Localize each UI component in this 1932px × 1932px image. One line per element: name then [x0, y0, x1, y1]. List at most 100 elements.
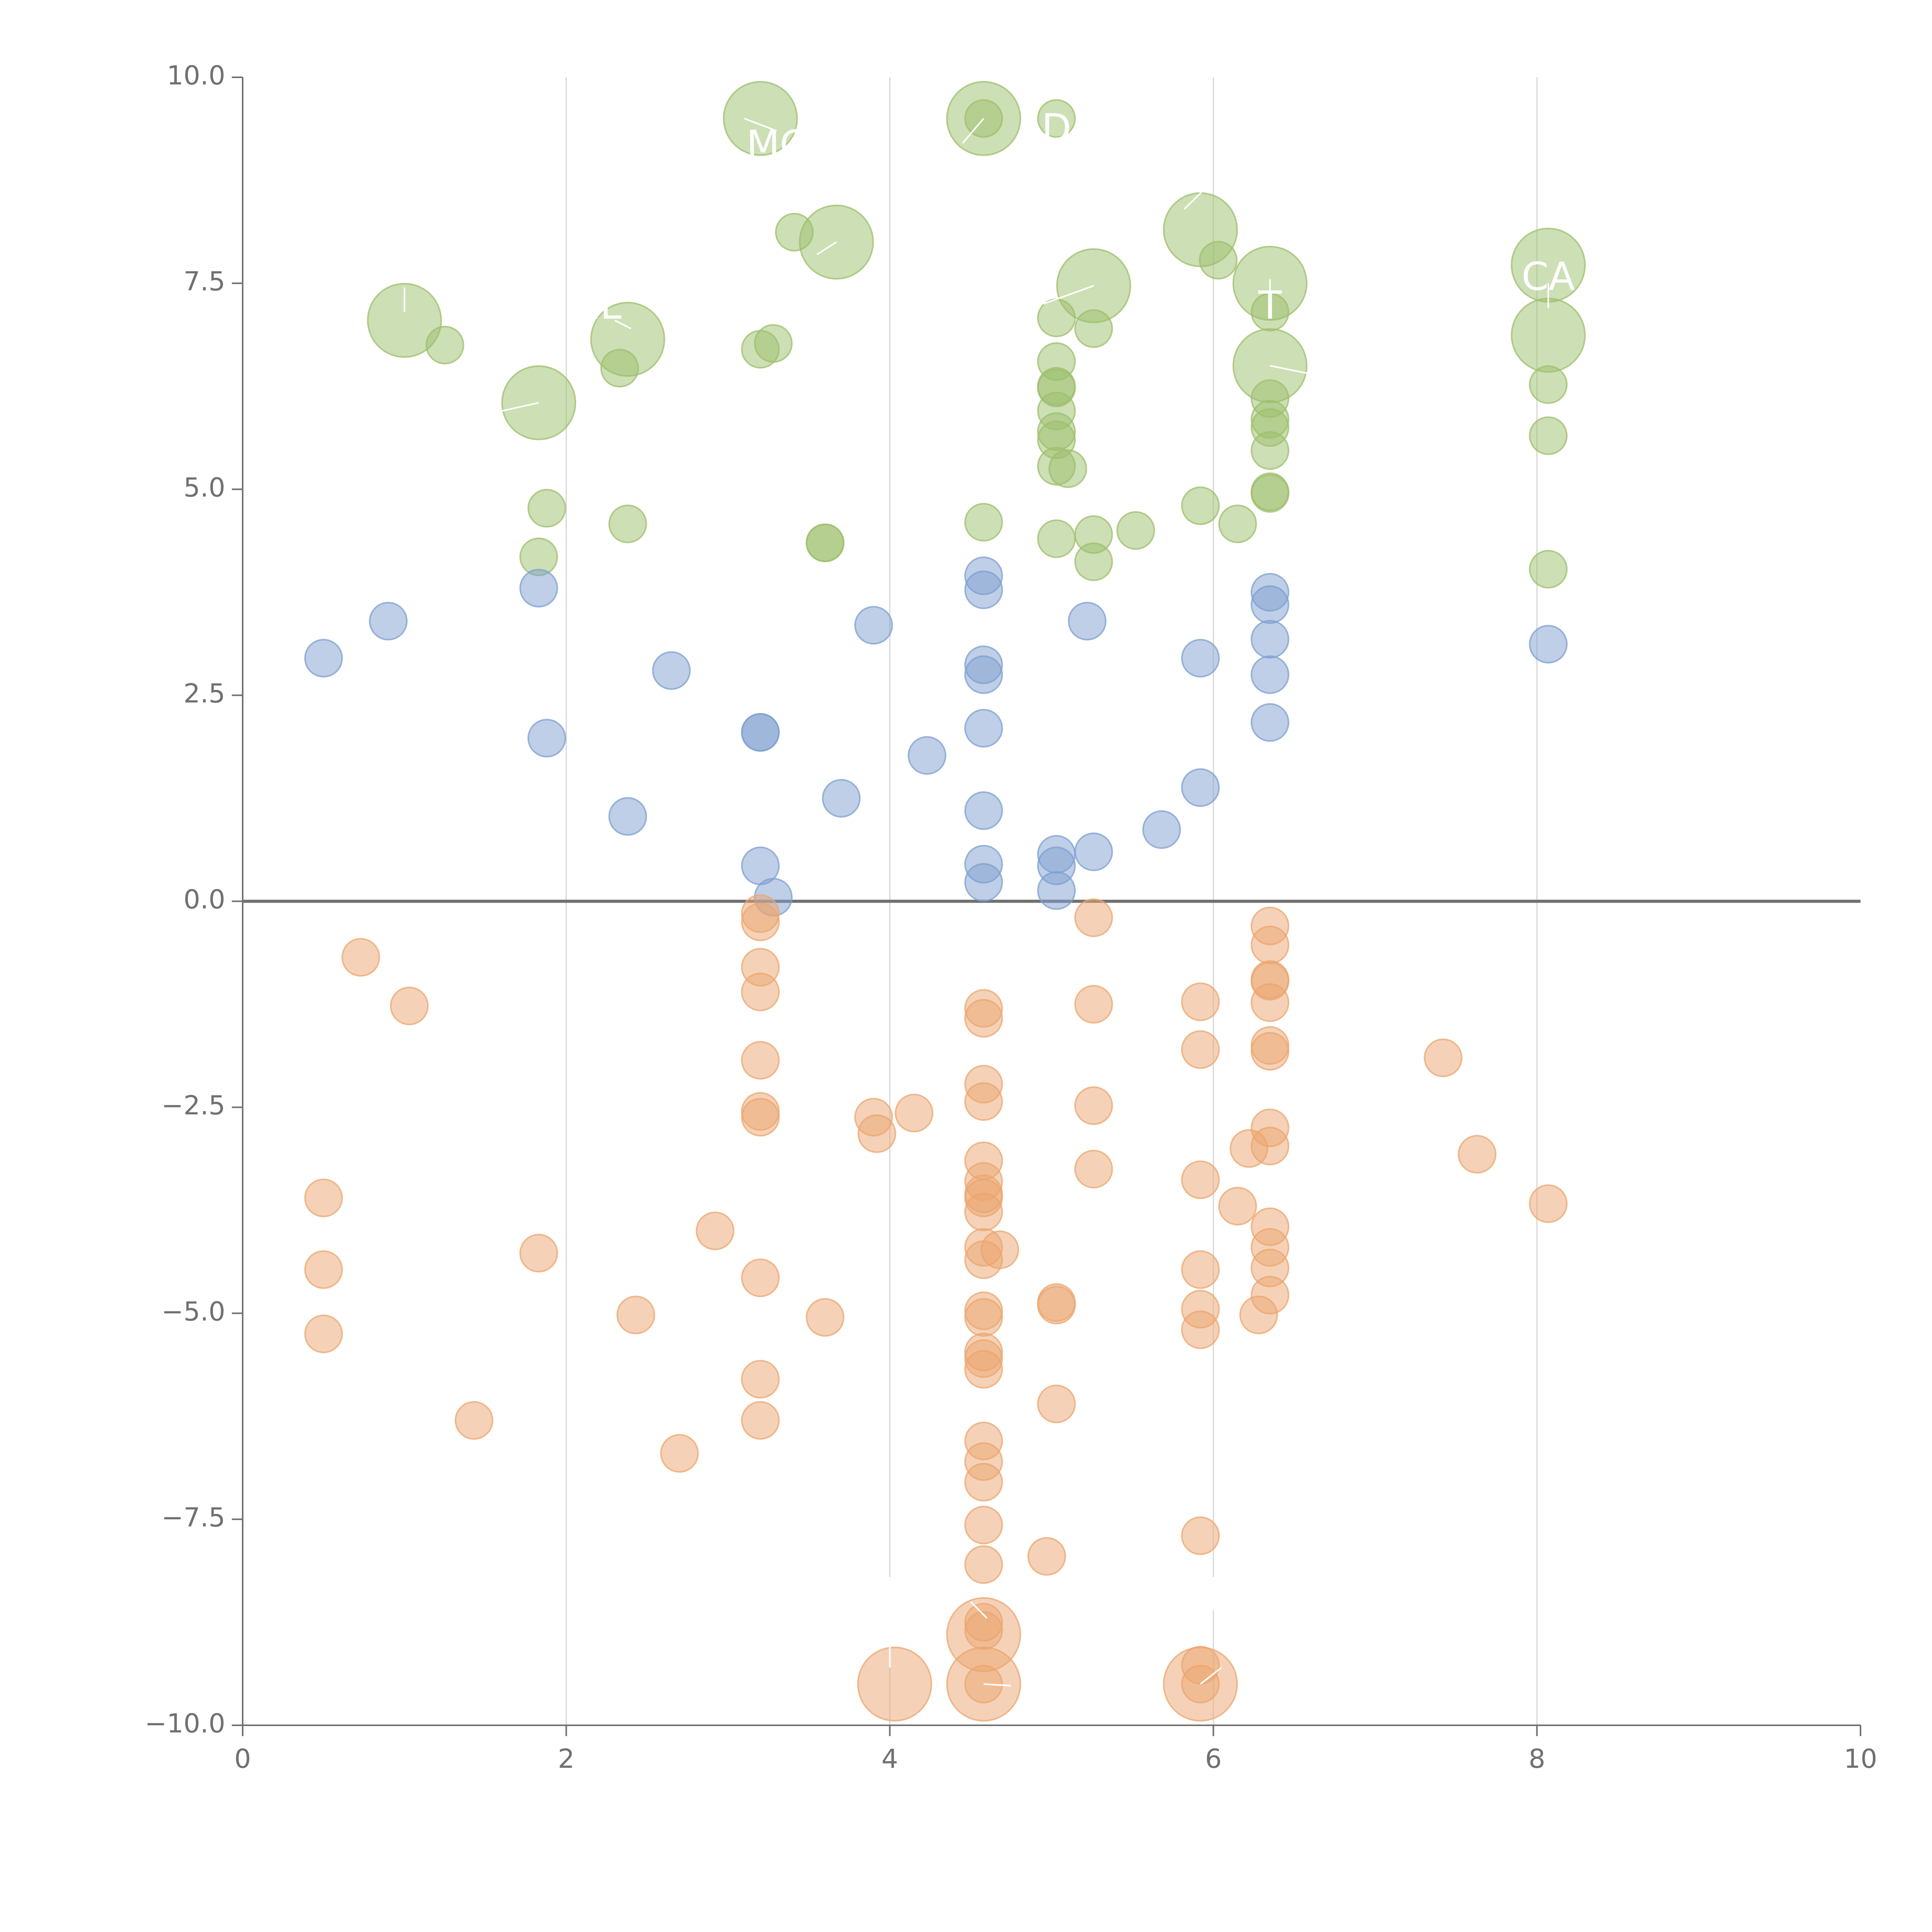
data-point	[304, 1179, 343, 1218]
annotation-leader-line	[816, 241, 837, 255]
data-point	[1037, 1286, 1076, 1325]
data-point	[1181, 982, 1220, 1021]
data-point	[1250, 925, 1289, 964]
annotation-leader-line	[1184, 188, 1206, 210]
x-tick-label: 6	[1205, 1744, 1222, 1774]
data-point	[908, 736, 947, 775]
y-tick-label: −5.0	[162, 1296, 225, 1327]
data-point	[1529, 625, 1568, 664]
data-point	[964, 999, 1003, 1038]
data-point	[304, 1250, 343, 1289]
data-point	[964, 570, 1003, 609]
data-point	[854, 606, 893, 645]
data-point	[1529, 365, 1568, 404]
data-point	[1181, 1310, 1220, 1349]
y-tick-label: −10.0	[145, 1709, 225, 1739]
x-tick-label: 8	[1529, 1744, 1545, 1774]
x-tick-label: 0	[234, 1744, 251, 1774]
y-tick-label: 0.0	[184, 884, 225, 915]
data-point	[341, 938, 380, 977]
data-point	[1218, 504, 1257, 543]
data-point	[1074, 832, 1113, 871]
data-point	[527, 719, 566, 758]
data-point	[964, 1350, 1003, 1389]
data-point	[857, 1114, 896, 1153]
annotation-leader-line	[614, 320, 631, 330]
data-point	[741, 973, 780, 1012]
data-point	[1510, 298, 1586, 373]
data-point	[964, 1545, 1003, 1584]
data-point	[980, 1230, 1019, 1269]
annotation-leader-line	[970, 1601, 988, 1619]
data-point	[806, 523, 845, 562]
annotation-label: T	[1258, 282, 1282, 328]
data-point	[1458, 1135, 1497, 1174]
data-point	[390, 986, 429, 1026]
data-point	[608, 797, 647, 836]
data-point	[304, 639, 343, 678]
data-point	[1529, 416, 1568, 455]
data-point	[1423, 1038, 1463, 1077]
annotation-leader-line	[962, 118, 985, 144]
data-point	[1250, 431, 1289, 470]
y-tick-label: −2.5	[162, 1090, 225, 1121]
data-point	[964, 1298, 1003, 1337]
annotation-leader-line	[501, 402, 539, 412]
data-point	[1074, 1150, 1113, 1189]
data-point	[741, 1098, 780, 1137]
data-point	[1116, 511, 1155, 550]
y-tick-label: 2.5	[184, 679, 225, 709]
data-point	[1074, 309, 1113, 348]
y-tick-label: 7.5	[184, 267, 225, 297]
data-point	[895, 1094, 934, 1133]
data-point	[964, 1463, 1003, 1502]
data-point	[964, 1082, 1003, 1121]
data-point	[1218, 1187, 1257, 1226]
data-point	[1250, 1032, 1289, 1071]
data-point	[1199, 241, 1238, 280]
data-point	[1250, 1276, 1289, 1315]
data-point	[964, 1505, 1003, 1544]
data-point	[1250, 1126, 1289, 1165]
data-point	[1037, 871, 1076, 910]
x-tick-label: 4	[881, 1744, 898, 1774]
annotation-leader-line	[1043, 285, 1094, 305]
annotation-layer: MC D CA EL T	[403, 105, 1575, 1687]
data-point	[1037, 1384, 1076, 1423]
data-point	[754, 324, 793, 363]
data-point	[964, 1192, 1003, 1231]
y-tick-label: 10.0	[167, 61, 225, 91]
data-point	[964, 503, 1003, 542]
data-point	[519, 569, 558, 608]
data-point	[1250, 655, 1289, 694]
annotation-leader-line	[983, 1683, 1011, 1687]
data-point	[1037, 298, 1076, 337]
annotation-label: MC	[747, 122, 807, 167]
data-point	[1181, 768, 1220, 807]
data-point	[519, 1234, 558, 1273]
y-tick-label: −7.5	[162, 1502, 225, 1533]
x-tick-label: 2	[558, 1744, 575, 1774]
data-point	[1250, 983, 1289, 1022]
data-point	[964, 863, 1003, 902]
bubble-layer	[304, 81, 1586, 1722]
data-point	[1048, 449, 1087, 488]
data-point	[1074, 1086, 1113, 1125]
data-point	[1181, 1030, 1220, 1069]
data-point	[1142, 810, 1181, 849]
annotation-label: D	[1042, 105, 1071, 151]
data-point	[1027, 1537, 1066, 1576]
data-point	[1074, 985, 1113, 1024]
annotation-leader-line	[1270, 365, 1311, 375]
data-point	[369, 602, 408, 641]
annotation-leader-line	[1200, 1667, 1222, 1685]
data-point	[1250, 703, 1289, 742]
data-point	[741, 1259, 780, 1298]
data-point	[1250, 620, 1289, 659]
data-point	[600, 349, 639, 388]
annotation-label: CA	[1522, 254, 1575, 299]
data-point	[1529, 1184, 1568, 1223]
data-point	[741, 1401, 780, 1440]
data-point	[425, 326, 464, 365]
